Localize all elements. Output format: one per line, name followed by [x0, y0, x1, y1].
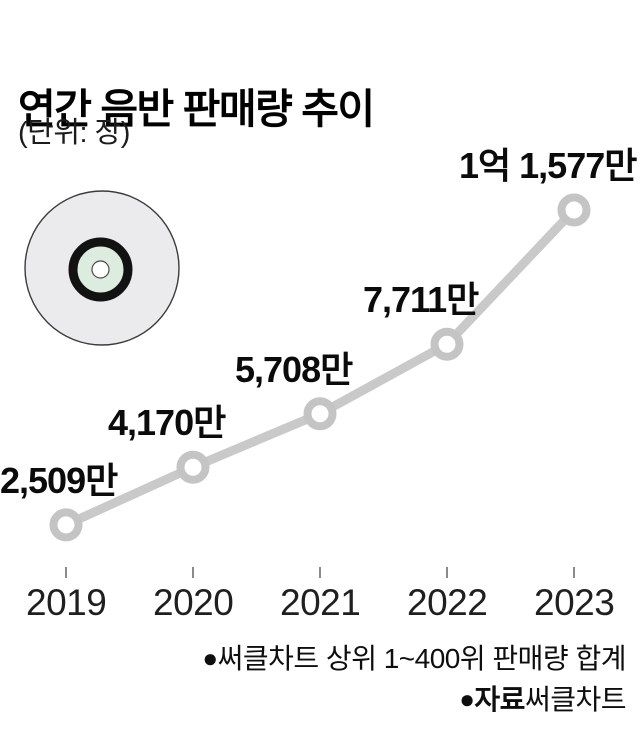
x-axis-label: 2020	[153, 582, 234, 623]
chart-source: ●자료써클차트	[459, 682, 626, 717]
unit-label: (단위: 장)	[18, 117, 130, 149]
footnote-text: 써클차트 상위 1~400위 판매량 합계	[217, 643, 627, 674]
data-point-label: 2,509만	[0, 460, 118, 501]
data-point-label: 5,708만	[235, 349, 353, 390]
cd-ring	[68, 237, 133, 302]
cd-disc-icon	[24, 190, 180, 346]
data-point-marker	[303, 397, 337, 431]
data-point-label: 1억 1,577만	[459, 145, 637, 186]
data-point-label: 4,170만	[108, 402, 226, 443]
cd-center-hole	[92, 261, 109, 278]
cd-disc-body-outline	[24, 190, 180, 346]
data-point-marker	[49, 508, 83, 542]
x-axis-label: 2021	[280, 582, 361, 623]
cd-center-hole-outline	[91, 260, 110, 279]
chart-footnote: ●써클차트 상위 1~400위 판매량 합계	[202, 641, 626, 676]
source-label: 자료	[474, 684, 525, 715]
source-value: 써클차트	[524, 684, 627, 715]
x-axis-label: 2019	[26, 582, 107, 623]
page-title: 연간 음반 판매량 추이	[18, 86, 375, 133]
x-axis-label: 2023	[534, 582, 615, 623]
data-point-marker	[176, 450, 210, 484]
bullet-icon: ●	[459, 684, 475, 714]
data-point-marker	[557, 193, 591, 227]
bullet-icon: ●	[202, 643, 218, 673]
data-point-marker	[430, 327, 464, 361]
data-point-label: 7,711만	[363, 279, 479, 320]
x-axis-label: 2022	[407, 582, 488, 623]
